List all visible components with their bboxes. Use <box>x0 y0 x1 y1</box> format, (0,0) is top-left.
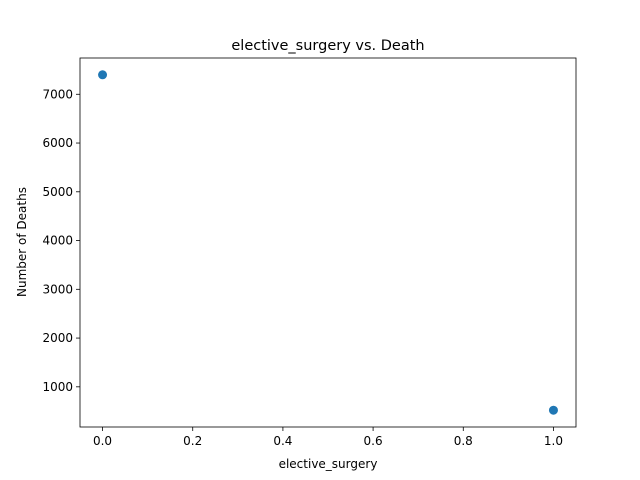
x-axis-label: elective_surgery <box>279 457 378 471</box>
x-tick-label: 0.0 <box>93 434 112 448</box>
y-tick-label: 2000 <box>42 331 73 345</box>
y-tick-label: 4000 <box>42 234 73 248</box>
data-point <box>548 405 558 415</box>
x-tick-label: 1.0 <box>544 434 563 448</box>
y-tick-label: 6000 <box>42 136 73 150</box>
y-tick-label: 7000 <box>42 87 73 101</box>
x-tick-label: 0.8 <box>454 434 473 448</box>
x-tick-label: 0.4 <box>273 434 292 448</box>
data-point <box>98 70 108 80</box>
x-tick-label: 0.6 <box>364 434 383 448</box>
y-axis-label: Number of Deaths <box>15 187 29 297</box>
y-tick-label: 3000 <box>42 282 73 296</box>
y-tick-label: 1000 <box>42 380 73 394</box>
y-tick-label: 5000 <box>42 185 73 199</box>
chart-title: elective_surgery vs. Death <box>231 38 424 54</box>
plot-area: 0.0 0.2 0.4 0.6 0.8 1.0 1000 2000 3000 4000 5000 60… <box>42 57 577 448</box>
plot-frame <box>79 57 577 428</box>
x-tick-label: 0.2 <box>183 434 202 448</box>
